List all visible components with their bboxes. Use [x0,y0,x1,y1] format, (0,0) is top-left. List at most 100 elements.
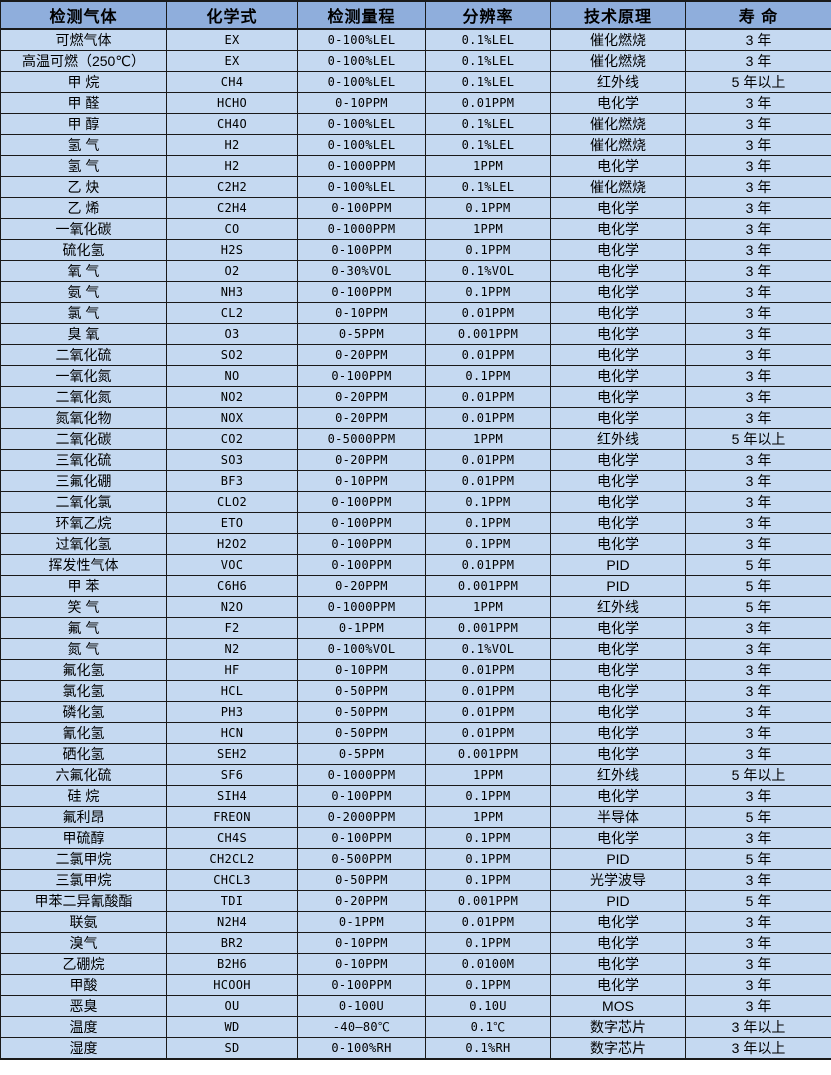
cell-life: 3 年 [685,260,831,282]
cell-res: 0.001PPM [425,575,551,597]
cell-range: 0-20PPM [297,386,426,408]
cell-range: 0-100%LEL [297,28,426,51]
cell-range: 0-1000PPM [297,218,426,240]
cell-res: 0.01PPM [425,554,551,576]
cell-res: 0.01PPM [425,722,551,744]
cell-res: 0.1%RH [425,1037,551,1060]
cell-life: 3 年 [685,302,831,324]
cell-life: 3 年 [685,386,831,408]
cell-res: 0.0100M [425,953,551,975]
cell-formula: HCHO [166,92,298,114]
table-row: 二氧化硫 SO2 0-20PPM 0.01PPM 电化学 3 年 [0,344,831,366]
column-header-gas: 检测气体 [0,0,167,30]
cell-formula: ETO [166,512,298,534]
cell-gas: 二氧化碳 [0,428,167,450]
cell-range: 0-20PPM [297,344,426,366]
cell-range: 0-50PPM [297,722,426,744]
cell-life: 3 年 [685,785,831,807]
table-row: 乙 烯 C2H4 0-100PPM 0.1PPM 电化学 3 年 [0,197,831,219]
cell-life: 5 年 [685,575,831,597]
cell-gas: 磷化氢 [0,701,167,723]
cell-tech: 电化学 [550,743,686,765]
cell-life: 3 年 [685,617,831,639]
cell-res: 0.01PPM [425,680,551,702]
cell-res: 0.01PPM [425,659,551,681]
cell-tech: 催化燃烧 [550,134,686,156]
cell-life: 5 年以上 [685,428,831,450]
cell-formula: HCL [166,680,298,702]
table-row: 磷化氢 PH3 0-50PPM 0.01PPM 电化学 3 年 [0,701,831,723]
cell-formula: CH4S [166,827,298,849]
table-row: 环氧乙烷 ETO 0-100PPM 0.1PPM 电化学 3 年 [0,512,831,534]
table-row: 氰化氢 HCN 0-50PPM 0.01PPM 电化学 3 年 [0,722,831,744]
cell-res: 0.1%LEL [425,134,551,156]
table-row: 硒化氢 SEH2 0-5PPM 0.001PPM 电化学 3 年 [0,743,831,765]
cell-res: 1PPM [425,806,551,828]
cell-range: 0-10PPM [297,302,426,324]
table-row: 氮氧化物 NOX 0-20PPM 0.01PPM 电化学 3 年 [0,407,831,429]
cell-res: 0.1PPM [425,512,551,534]
table-row: 氟 气 F2 0-1PPM 0.001PPM 电化学 3 年 [0,617,831,639]
cell-res: 0.01PPM [425,344,551,366]
cell-formula: N2O [166,596,298,618]
cell-res: 0.01PPM [425,911,551,933]
table-row: 甲 醇 CH4O 0-100%LEL 0.1%LEL 催化燃烧 3 年 [0,113,831,135]
cell-range: 0-10PPM [297,953,426,975]
cell-tech: 数字芯片 [550,1016,686,1038]
cell-tech: 电化学 [550,323,686,345]
cell-life: 3 年 [685,470,831,492]
cell-gas: 氢 气 [0,155,167,177]
cell-range: 0-30%VOL [297,260,426,282]
cell-formula: O2 [166,260,298,282]
cell-life: 3 年 [685,155,831,177]
cell-tech: 电化学 [550,491,686,513]
cell-tech: PID [550,575,686,597]
cell-tech: 红外线 [550,596,686,618]
cell-range: 0-500PPM [297,848,426,870]
cell-tech: 电化学 [550,155,686,177]
cell-res: 0.1PPM [425,197,551,219]
cell-gas: 硅 烷 [0,785,167,807]
cell-tech: 电化学 [550,365,686,387]
cell-range: 0-100PPM [297,554,426,576]
cell-life: 3 年 [685,113,831,135]
cell-life: 5 年以上 [685,764,831,786]
cell-tech: 电化学 [550,260,686,282]
cell-formula: CH4O [166,113,298,135]
cell-gas: 氧 气 [0,260,167,282]
cell-range: 0-2000PPM [297,806,426,828]
cell-res: 0.1PPM [425,365,551,387]
table-row: 笑 气 N2O 0-1000PPM 1PPM 红外线 5 年 [0,596,831,618]
cell-tech: 电化学 [550,911,686,933]
cell-tech: 电化学 [550,785,686,807]
cell-res: 0.01PPM [425,386,551,408]
cell-res: 0.001PPM [425,743,551,765]
cell-tech: 电化学 [550,470,686,492]
table-row: 二氯甲烷 CH2CL2 0-500PPM 0.1PPM PID 5 年 [0,848,831,870]
table-row: 氟利昂 FREON 0-2000PPM 1PPM 半导体 5 年 [0,806,831,828]
cell-res: 0.001PPM [425,890,551,912]
cell-formula: SF6 [166,764,298,786]
table-row: 二氧化氯 CLO2 0-100PPM 0.1PPM 电化学 3 年 [0,491,831,513]
table-row: 挥发性气体 VOC 0-100PPM 0.01PPM PID 5 年 [0,554,831,576]
cell-range: 0-1000PPM [297,155,426,177]
cell-gas: 氨 气 [0,281,167,303]
cell-res: 0.001PPM [425,323,551,345]
cell-formula: C6H6 [166,575,298,597]
table-row: 臭 氧 O3 0-5PPM 0.001PPM 电化学 3 年 [0,323,831,345]
cell-res: 0.01PPM [425,92,551,114]
cell-life: 3 年 [685,932,831,954]
column-header-technology: 技术原理 [550,0,686,30]
cell-formula: C2H2 [166,176,298,198]
cell-life: 5 年 [685,848,831,870]
cell-range: 0-1000PPM [297,764,426,786]
cell-gas: 六氟化硫 [0,764,167,786]
table-row: 温度 WD -40—80℃ 0.1℃ 数字芯片 3 年以上 [0,1016,831,1038]
cell-range: 0-100PPM [297,365,426,387]
table-row: 甲硫醇 CH4S 0-100PPM 0.1PPM 电化学 3 年 [0,827,831,849]
cell-tech: 电化学 [550,302,686,324]
table-row: 乙硼烷 B2H6 0-10PPM 0.0100M 电化学 3 年 [0,953,831,975]
cell-gas: 甲 醇 [0,113,167,135]
cell-tech: 催化燃烧 [550,50,686,72]
cell-res: 0.1PPM [425,848,551,870]
